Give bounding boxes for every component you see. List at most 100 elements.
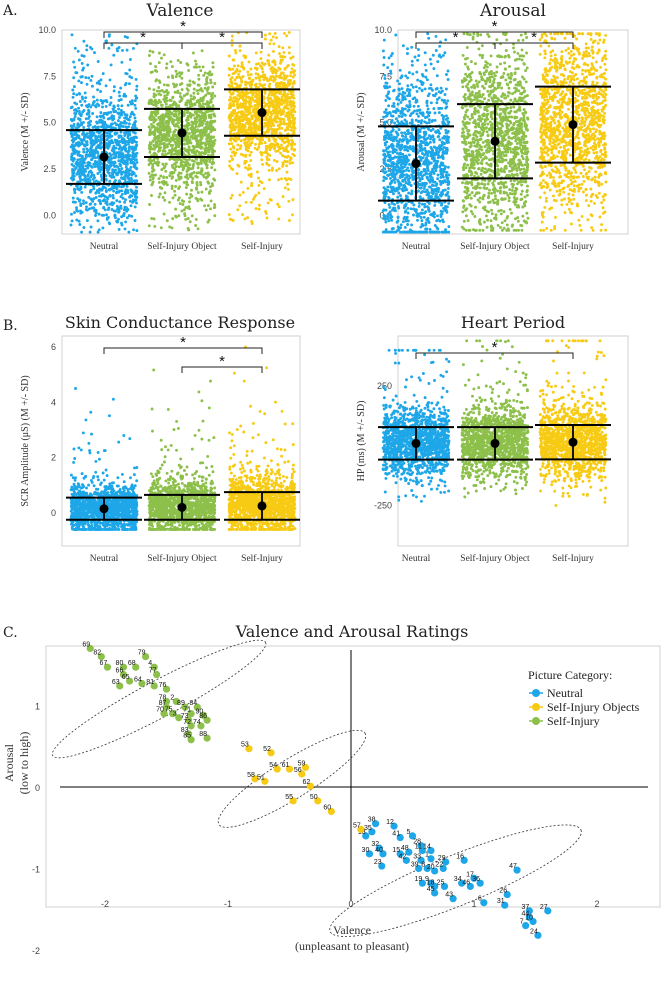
- data-point: [97, 228, 101, 232]
- data-point: [105, 112, 109, 116]
- data-point: [128, 133, 132, 137]
- data-point: [164, 112, 168, 116]
- data-point: [124, 198, 127, 202]
- data-point: [289, 112, 293, 115]
- data-point: [249, 67, 253, 71]
- data-point: [210, 72, 214, 76]
- data-point: [228, 130, 232, 134]
- data-point: [184, 217, 188, 221]
- data-point: [435, 219, 439, 223]
- data-point: [431, 53, 435, 57]
- data-point: [393, 121, 397, 125]
- data-point: [400, 134, 404, 138]
- data-point: [426, 166, 430, 170]
- data-point: [164, 139, 168, 142]
- data-point: [446, 69, 450, 73]
- data-point: [396, 119, 400, 123]
- data-point: [91, 152, 95, 156]
- data-point: [246, 81, 250, 85]
- data-point: [213, 178, 217, 182]
- data-point: [208, 135, 212, 139]
- data-point: [89, 119, 93, 123]
- data-point: [281, 164, 284, 168]
- data-point: [189, 97, 193, 101]
- data-point: [89, 78, 93, 82]
- data-point: [417, 189, 420, 193]
- data-point: [405, 148, 409, 152]
- panel-label-a: A.: [2, 3, 18, 19]
- data-point: [207, 113, 211, 117]
- data-point: [154, 79, 158, 83]
- data-point: [446, 78, 450, 81]
- data-point: [110, 43, 114, 47]
- data-point: [206, 104, 210, 108]
- data-point: [247, 139, 251, 142]
- data-point: [274, 131, 278, 135]
- data-point: [105, 131, 109, 135]
- data-point: [203, 204, 207, 208]
- data-point: [116, 165, 120, 169]
- data-point: [270, 65, 274, 69]
- data-point: [164, 136, 168, 140]
- data-point: [123, 35, 127, 39]
- data-point: [174, 109, 178, 113]
- data-point: [76, 49, 80, 53]
- data-point: [89, 105, 93, 109]
- data-point: [247, 117, 250, 121]
- data-point: [389, 69, 393, 73]
- data-point: [420, 219, 424, 223]
- data-point: [238, 204, 242, 208]
- data-point: [438, 219, 442, 223]
- data-point: [82, 109, 86, 112]
- data-point: [118, 111, 122, 115]
- data-point: [156, 145, 160, 148]
- data-point: [400, 87, 404, 91]
- x-category-label: Neutral: [90, 242, 119, 252]
- data-point: [72, 124, 76, 128]
- data-point: [171, 196, 175, 200]
- data-point: [213, 214, 217, 218]
- data-point: [82, 147, 86, 151]
- data-point: [204, 208, 208, 212]
- data-point: [423, 120, 427, 124]
- data-point: [424, 230, 428, 234]
- data-point: [126, 149, 130, 153]
- data-point: [133, 99, 137, 103]
- data-point: [289, 71, 293, 74]
- data-point: [260, 151, 264, 155]
- data-point: [410, 63, 414, 67]
- data-point: [406, 166, 410, 170]
- data-point: [114, 191, 118, 195]
- data-point: [277, 167, 281, 171]
- data-point: [404, 135, 408, 139]
- data-point: [263, 121, 267, 125]
- data-point: [444, 106, 448, 110]
- data-point: [249, 73, 253, 76]
- data-point: [439, 161, 443, 165]
- data-point: [189, 135, 193, 139]
- data-point: [150, 182, 154, 186]
- data-point: [105, 165, 109, 169]
- data-point: [290, 144, 294, 148]
- data-point: [229, 147, 233, 151]
- data-point: [120, 176, 123, 180]
- data-point: [130, 76, 134, 80]
- data-point: [86, 105, 90, 109]
- data-point: [121, 140, 125, 144]
- data-point: [92, 184, 95, 188]
- data-point: [157, 61, 161, 65]
- data-point: [445, 170, 449, 174]
- data-point: [154, 104, 158, 108]
- data-point: [88, 150, 92, 154]
- data-point: [196, 143, 200, 147]
- data-point: [246, 216, 250, 220]
- data-point: [181, 160, 185, 164]
- data-point: [107, 125, 110, 129]
- data-point: [93, 160, 97, 163]
- data-point: [200, 122, 204, 126]
- data-point: [416, 133, 420, 137]
- data-point: [251, 108, 255, 112]
- data-point: [258, 102, 262, 106]
- data-point: [390, 218, 394, 222]
- data-point: [151, 139, 155, 143]
